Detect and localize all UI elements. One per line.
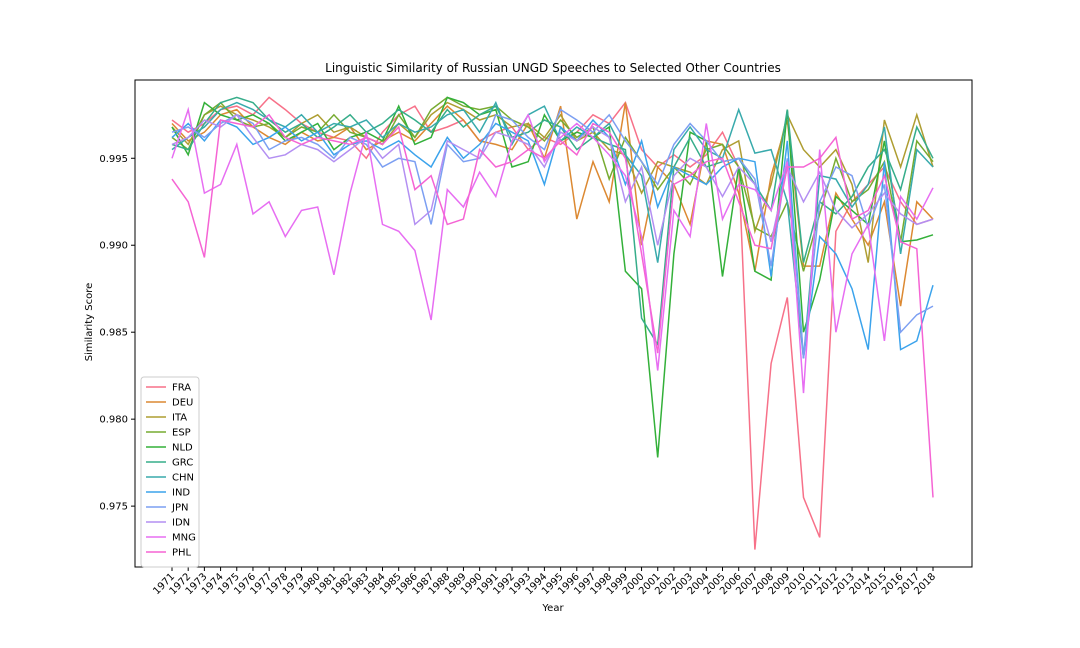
legend-item-deu: DEU	[146, 398, 193, 409]
legend: FRA DEU ITA ESP NLD GRC CHN IND JPN IDN MNG PHL	[140, 376, 200, 568]
legend-label: ESP	[172, 428, 191, 439]
legend-item-ita: ITA	[146, 413, 187, 424]
legend-item-nld: NLD	[146, 443, 193, 454]
legend-label: CHN	[172, 473, 194, 484]
x-axis-label: Year	[541, 603, 564, 614]
legend-label: IND	[172, 488, 190, 499]
plot-frame	[134, 79, 973, 568]
legend-item-fra: FRA	[146, 383, 191, 394]
plot-area	[134, 79, 973, 568]
y-tick-label: 0.995	[99, 154, 128, 165]
x-axis: 1971197219731974197519761977197819791980…	[151, 567, 938, 597]
legend-label: DEU	[172, 398, 193, 409]
y-axis: 0.975 0.980 0.985 0.990 0.995	[99, 154, 135, 513]
legend-item-mng: MNG	[146, 533, 196, 544]
legend-label: FRA	[172, 383, 191, 394]
legend-item-chn: CHN	[146, 473, 194, 484]
series-line-mng	[171, 106, 934, 394]
legend-item-jpn: JPN	[146, 503, 188, 514]
legend-label: PHL	[172, 548, 192, 559]
legend-item-phl: PHL	[146, 548, 192, 559]
legend-label: IDN	[172, 518, 190, 529]
legend-item-grc: GRC	[146, 458, 193, 469]
series-line-jpn	[171, 108, 934, 359]
series-line-phl	[171, 113, 934, 498]
y-tick-label: 0.980	[99, 415, 128, 426]
legend-label: MNG	[172, 533, 196, 544]
y-tick-label: 0.975	[99, 502, 128, 513]
legend-item-idn: IDN	[146, 518, 190, 529]
series-line-ita	[171, 101, 934, 263]
y-tick-label: 0.990	[99, 241, 128, 252]
legend-label: NLD	[172, 443, 193, 454]
legend-item-ind: IND	[146, 488, 190, 499]
legend-label: JPN	[171, 503, 188, 514]
legend-item-esp: ESP	[146, 428, 191, 439]
legend-label: ITA	[172, 413, 187, 424]
legend-label: GRC	[172, 458, 193, 469]
y-tick-label: 0.985	[99, 328, 128, 339]
y-axis-label: Similarity Score	[84, 283, 95, 361]
legend-box	[140, 376, 200, 568]
series-line-fra	[171, 96, 934, 550]
chart-title: Linguistic Similarity of Russian UNGD Sp…	[325, 61, 781, 75]
